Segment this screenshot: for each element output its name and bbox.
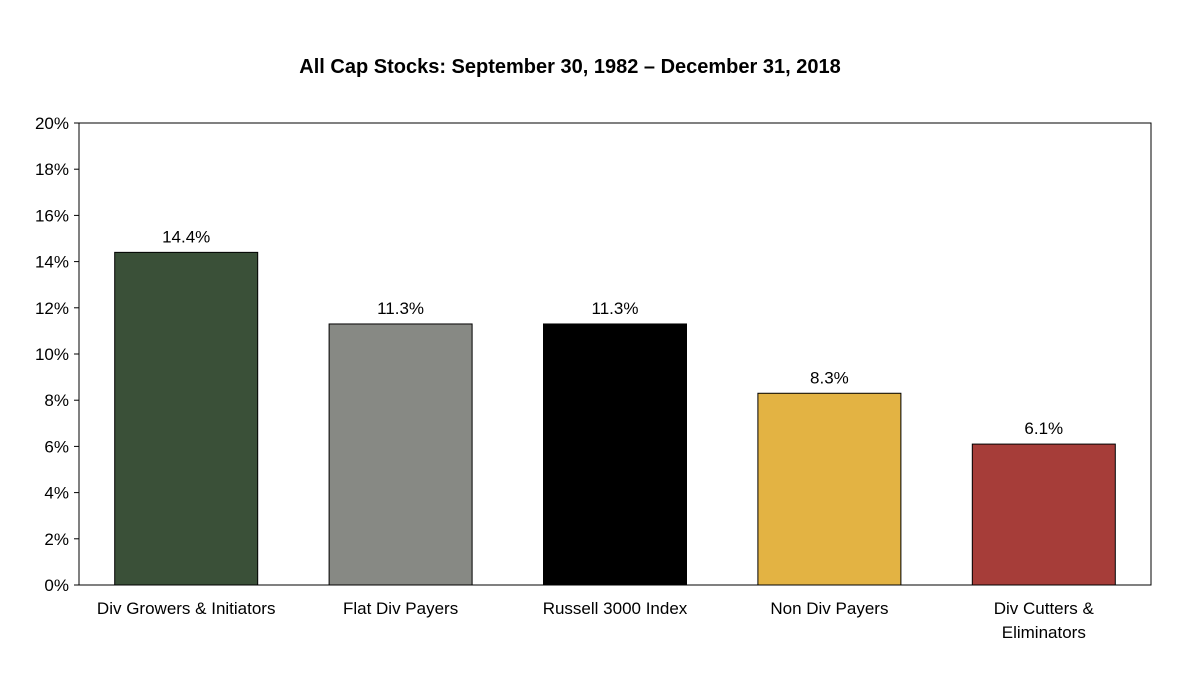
x-category-label: Eliminators bbox=[1002, 623, 1086, 642]
x-category-label: Non Div Payers bbox=[770, 599, 888, 618]
plot-area: 0% 2% 4% 6% 8% 10% 12% 14% 16% 18% 20% 14.4% Div Gro… bbox=[35, 114, 1152, 642]
data-label: 14.4% bbox=[162, 227, 210, 246]
y-tick-label: 12% bbox=[35, 299, 69, 318]
x-category-label: Div Growers & Initiators bbox=[97, 599, 276, 618]
x-category-label: Russell 3000 Index bbox=[543, 599, 688, 618]
y-tick-label: 8% bbox=[44, 391, 69, 410]
x-category-label: Flat Div Payers bbox=[343, 599, 458, 618]
data-label: 6.1% bbox=[1024, 419, 1063, 438]
data-label: 11.3% bbox=[592, 299, 639, 318]
bar bbox=[114, 251, 259, 586]
data-label: 11.3% bbox=[377, 299, 424, 318]
y-tick-label: 10% bbox=[35, 345, 69, 364]
y-tick-label: 14% bbox=[35, 253, 69, 272]
y-tick-label: 6% bbox=[44, 437, 69, 456]
y-tick-label: 0% bbox=[44, 576, 69, 595]
y-tick-label: 16% bbox=[35, 206, 69, 225]
bar bbox=[328, 323, 473, 586]
bar bbox=[971, 443, 1116, 586]
y-tick-label: 4% bbox=[44, 484, 69, 503]
y-tick-label: 18% bbox=[35, 160, 69, 179]
y-tick-label: 20% bbox=[35, 114, 69, 133]
y-tick-label: 2% bbox=[44, 530, 69, 549]
data-label: 8.3% bbox=[810, 368, 849, 387]
bar bbox=[543, 323, 687, 586]
bar bbox=[757, 392, 902, 586]
x-category-label: Div Cutters & bbox=[994, 599, 1095, 618]
chart-title: All Cap Stocks: September 30, 1982 – Dec… bbox=[299, 56, 840, 78]
